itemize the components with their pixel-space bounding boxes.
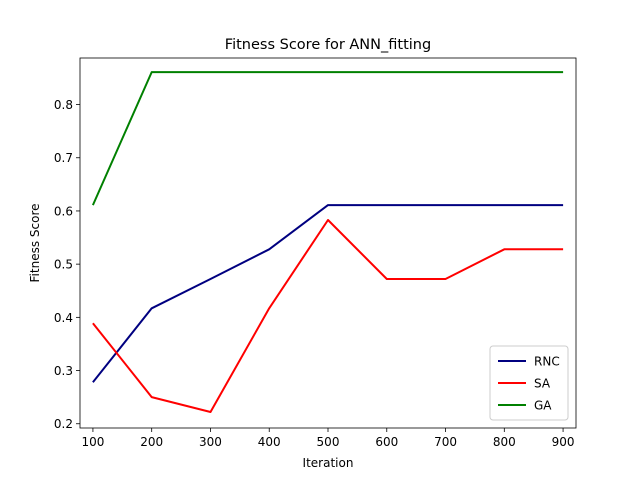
legend: RNC SA GA xyxy=(489,345,569,421)
legend-label-rnc: RNC xyxy=(534,355,560,369)
y-tick-label: 0.5 xyxy=(54,258,73,272)
x-tick-label: 600 xyxy=(375,435,398,449)
y-tick-label: 0.8 xyxy=(54,98,73,112)
x-tick-label: 700 xyxy=(434,435,457,449)
legend-box xyxy=(489,345,569,421)
x-tick-label: 400 xyxy=(258,435,281,449)
x-tick-label: 800 xyxy=(493,435,516,449)
y-axis-label: Fitness Score xyxy=(28,204,42,283)
y-tick-label: 0.4 xyxy=(54,311,73,325)
x-tick-label: 100 xyxy=(81,435,104,449)
chart-title: Fitness Score for ANN_fitting xyxy=(225,37,431,53)
y-tick-label: 0.6 xyxy=(54,204,73,218)
series-line-sa xyxy=(92,219,564,413)
legend-label-ga: GA xyxy=(534,399,552,413)
series-line-rnc xyxy=(92,204,564,383)
x-tick-label: 300 xyxy=(199,435,222,449)
x-axis-ticks: 100 200 300 400 500 600 700 800 900 xyxy=(81,428,575,449)
x-tick-label: 500 xyxy=(317,435,340,449)
x-tick-label: 200 xyxy=(140,435,163,449)
y-tick-label: 0.3 xyxy=(54,364,73,378)
y-tick-label: 0.7 xyxy=(54,151,73,165)
legend-label-sa: SA xyxy=(534,377,551,391)
y-tick-label: 0.2 xyxy=(54,417,73,431)
x-tick-label: 900 xyxy=(552,435,575,449)
plot-lines xyxy=(91,71,564,413)
x-axis-label: Iteration xyxy=(303,456,354,470)
series-line-ga xyxy=(91,71,564,206)
y-axis-ticks: 0.2 0.3 0.4 0.5 0.6 0.7 0.8 xyxy=(54,98,80,431)
